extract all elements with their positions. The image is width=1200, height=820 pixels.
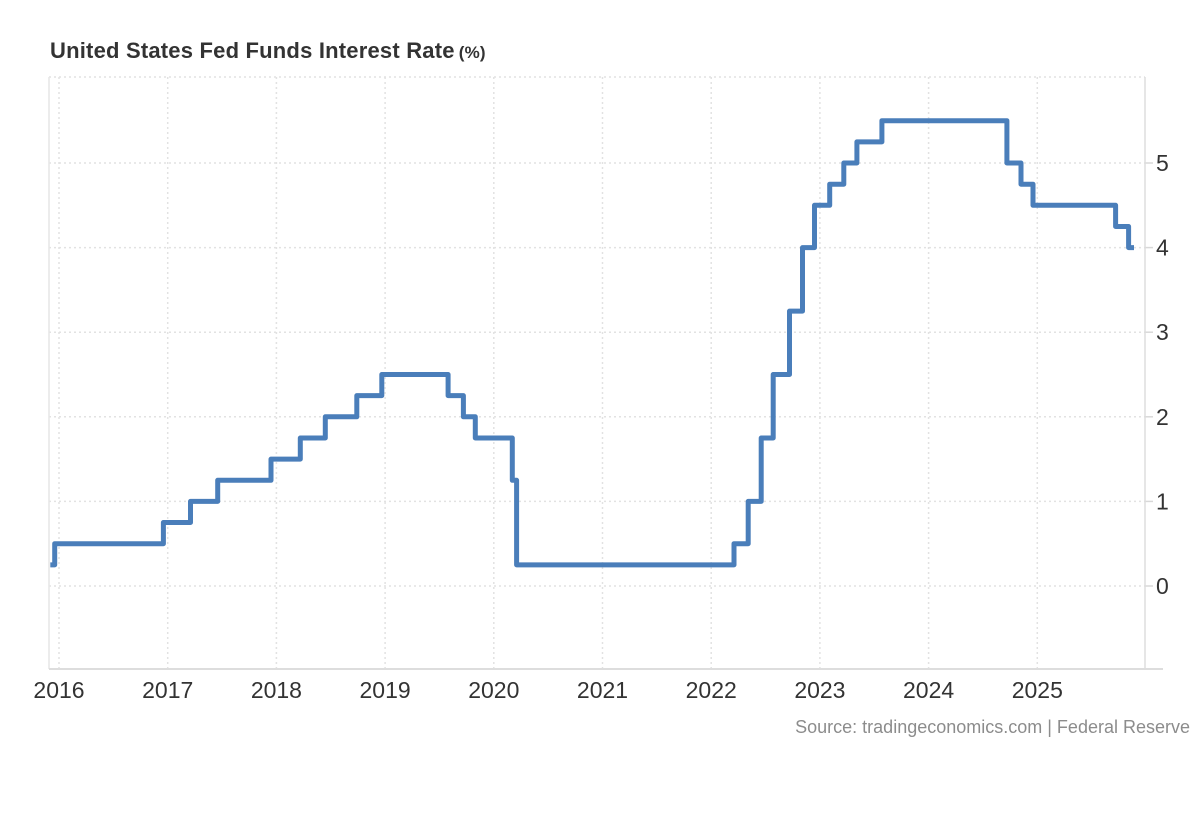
y-axis-label: 5 [1156, 150, 1169, 176]
x-axis-label: 2020 [468, 677, 519, 703]
y-axis-label: 4 [1156, 235, 1169, 261]
source-attribution: Source: tradingeconomics.com | Federal R… [795, 717, 1190, 737]
chart-title-unit: (%) [458, 43, 486, 62]
x-axis-label: 2023 [794, 677, 845, 703]
y-axis-label: 1 [1156, 488, 1169, 514]
y-axis-label: 0 [1156, 573, 1169, 599]
x-axis-label: 2019 [360, 677, 411, 703]
x-axis-label: 2021 [577, 677, 628, 703]
x-axis-label: 2025 [1012, 677, 1063, 703]
x-axis-label: 2024 [903, 677, 954, 703]
x-axis-label: 2018 [251, 677, 302, 703]
x-axis-label: 2017 [142, 677, 193, 703]
chart-title-text: United States Fed Funds Interest Rate [50, 38, 455, 63]
y-axis-label: 3 [1156, 319, 1169, 345]
y-axis-label: 2 [1156, 404, 1169, 430]
x-axis-label: 2022 [686, 677, 737, 703]
fed-funds-rate-series-line [50, 118, 1134, 568]
x-axis-label: 2016 [33, 677, 84, 703]
chart-title: United States Fed Funds Interest Rate (%) [50, 38, 486, 64]
